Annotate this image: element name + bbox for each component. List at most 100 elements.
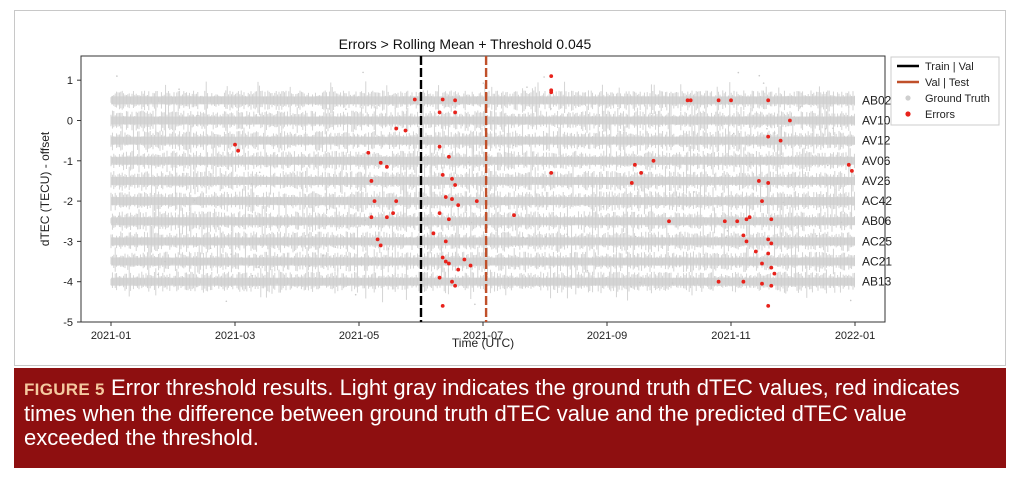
- legend-swatch-dot: [905, 95, 911, 101]
- ground-truth-point: [737, 71, 740, 74]
- ground-truth-point: [750, 161, 752, 164]
- error-point: [443, 195, 448, 199]
- error-point: [474, 199, 479, 203]
- ground-truth-trace: [110, 142, 855, 181]
- error-point: [437, 110, 442, 115]
- error-point: [403, 128, 408, 133]
- legend-swatch-dot: [905, 111, 911, 117]
- error-point: [440, 97, 445, 102]
- ground-truth-point: [178, 88, 180, 90]
- error-point: [549, 170, 554, 175]
- ground-truth-point: [257, 266, 260, 268]
- ground-truth-point: [362, 71, 364, 74]
- error-point: [633, 162, 637, 167]
- station-label-av12: AV12: [862, 134, 891, 148]
- error-point: [747, 215, 752, 220]
- error-point: [688, 98, 693, 103]
- error-point: [440, 255, 445, 260]
- x-tick-label: 2021-05: [339, 330, 379, 342]
- error-point: [372, 199, 377, 203]
- x-tick-label: 2021-03: [215, 330, 255, 342]
- error-point: [440, 303, 445, 308]
- ground-truth-point: [832, 127, 834, 130]
- error-points: [233, 74, 854, 308]
- legend-label: Ground Truth: [925, 93, 990, 105]
- x-tick-label: 2021-07: [463, 330, 503, 342]
- ground-truth-point: [849, 299, 852, 302]
- error-point: [394, 126, 399, 131]
- legend-label: Errors: [925, 109, 955, 121]
- ground-truth-point: [354, 293, 357, 296]
- ground-truth-point: [634, 235, 637, 238]
- ground-truth-point: [526, 237, 528, 239]
- legend-label: Val | Test: [925, 77, 969, 89]
- error-point: [450, 177, 454, 181]
- ground-truth-point: [193, 199, 196, 201]
- station-labels: AB02 AV10 AV12 AV06 AV26 AC42 AB06 AC25 AC21 AB13: [862, 93, 892, 288]
- error-point: [769, 217, 774, 222]
- ground-truth-point: [693, 191, 695, 193]
- ground-truth-point: [544, 235, 547, 238]
- station-label-ab06: AB06: [862, 214, 892, 228]
- error-point: [453, 283, 457, 288]
- error-point: [443, 259, 448, 264]
- ground-truth-point: [602, 205, 604, 208]
- ground-truth-point: [773, 132, 776, 134]
- error-point: [385, 164, 389, 169]
- error-point: [437, 211, 442, 216]
- ground-truth-point: [334, 246, 337, 248]
- ground-truth-trace: [110, 162, 855, 202]
- ground-truth-av06: [110, 142, 855, 181]
- ground-truth-point: [117, 215, 120, 218]
- ground-truth-point: [482, 82, 485, 84]
- error-point: [366, 150, 371, 155]
- error-point: [378, 243, 383, 248]
- error-point: [744, 239, 749, 244]
- ground-truth-point: [526, 86, 528, 88]
- ground-truth-point: [512, 144, 515, 147]
- error-point: [440, 172, 445, 177]
- ground-truth-point: [467, 161, 470, 163]
- ground-truth-point: [387, 248, 390, 250]
- error-point: [735, 219, 740, 224]
- ground-truth-point: [826, 164, 829, 167]
- error-point: [766, 251, 771, 256]
- error-point: [437, 144, 442, 149]
- error-point: [453, 98, 457, 103]
- error-point: [549, 90, 554, 95]
- y-tick-label: 0: [67, 115, 73, 127]
- ground-truth-point: [840, 221, 843, 224]
- figure-panel: Errors > Rolling Mean + Threshold 0.045 …: [14, 10, 1006, 366]
- ground-truth-point: [732, 132, 735, 135]
- station-label-av10: AV10: [862, 113, 891, 127]
- ground-truth-point: [157, 273, 159, 276]
- error-point: [760, 281, 764, 286]
- caption-label: FIGURE 5: [24, 380, 105, 399]
- error-point: [788, 118, 792, 123]
- error-point: [437, 275, 442, 280]
- ground-truth-point: [639, 281, 641, 284]
- ground-truth-point: [726, 229, 729, 232]
- ground-truth-point: [308, 265, 311, 267]
- error-point: [394, 199, 399, 203]
- x-tick-label: 2021-11: [711, 330, 751, 342]
- ground-truth-av12: [110, 121, 855, 164]
- ground-truth-point: [782, 201, 785, 204]
- error-point: [450, 197, 454, 201]
- station-label-ab13: AB13: [862, 275, 892, 289]
- legend: Train | Val Val | Test Ground Truth Errors: [890, 56, 1000, 126]
- error-point: [766, 237, 771, 242]
- y-axis-ticks: 1 0 -1 -2 -3 -4 -5: [63, 75, 81, 329]
- error-point: [549, 74, 554, 79]
- error-point: [447, 261, 451, 266]
- y-tick-label: -4: [63, 277, 73, 289]
- error-point: [850, 168, 854, 173]
- error-point: [385, 215, 389, 220]
- station-label-ab02: AB02: [862, 93, 892, 107]
- error-point: [760, 261, 764, 266]
- error-point: [741, 233, 746, 238]
- y-tick-label: -3: [63, 236, 73, 248]
- error-point: [453, 183, 457, 187]
- ground-truth-point: [667, 163, 669, 165]
- error-point: [716, 279, 721, 284]
